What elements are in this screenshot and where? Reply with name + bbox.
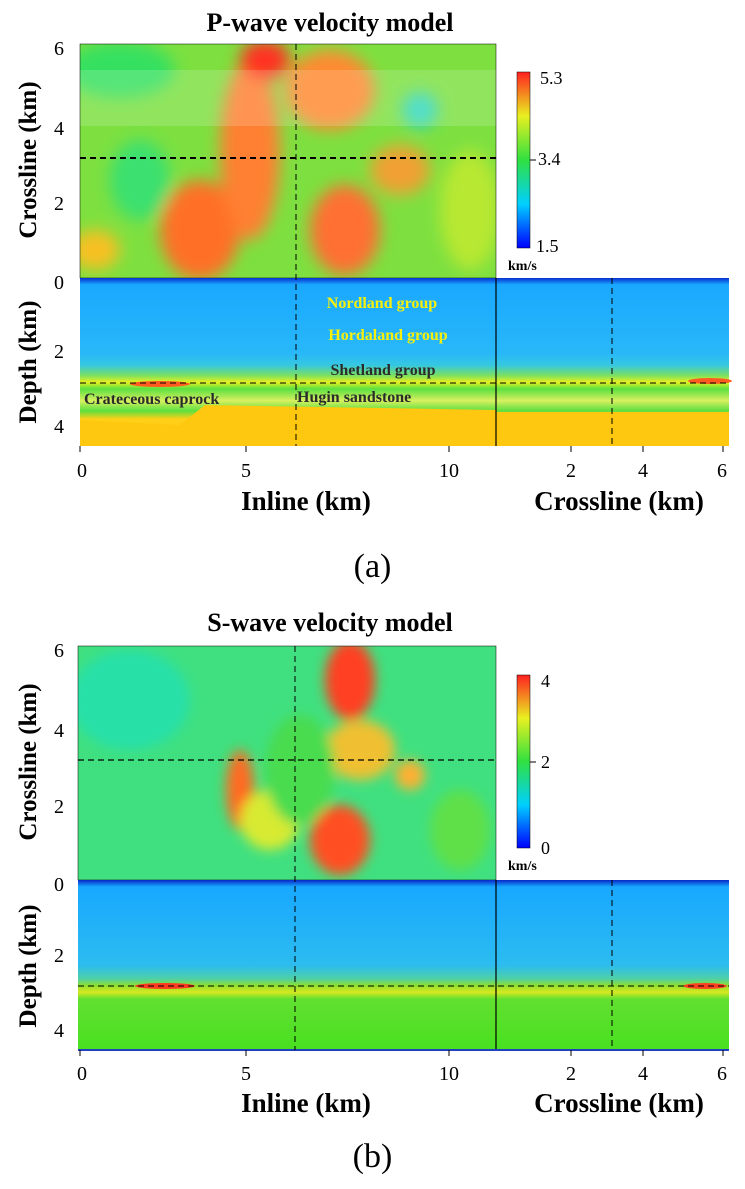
depth-y-tick: 4 xyxy=(54,1020,64,1042)
crossline-x-tick: 6 xyxy=(717,460,727,482)
crossline-x-tick: 2 xyxy=(566,460,576,482)
annotation-shetland: Shetland group xyxy=(330,362,435,379)
map-y-tick: 4 xyxy=(54,720,64,742)
annotation-caprock: Crateceous caprock xyxy=(84,391,219,408)
crossline-x-label: Crossline (km) xyxy=(534,486,704,516)
annotation-hordaland: Hordaland group xyxy=(328,327,447,344)
colorbar-min-label: 1.5 xyxy=(536,236,559,256)
inline-x-tick: 0 xyxy=(77,1063,87,1085)
velocity-model-plot: 4 2 0 km/s 6 4 2 0 2 4 Crossline (km) De… xyxy=(15,640,729,1118)
colorbar-mid-label: 2 xyxy=(541,752,550,772)
colorbar-mid-label: 3.4 xyxy=(538,149,561,169)
crossline-x-tick: 4 xyxy=(638,460,648,482)
depth-y-label: Depth (km) xyxy=(15,905,42,1028)
inline-x-tick: 0 xyxy=(77,460,87,482)
map-view xyxy=(78,646,496,880)
colorbar-min-label: 0 xyxy=(541,838,550,858)
map-y-tick: 0 xyxy=(54,272,64,294)
inline-x-tick: 10 xyxy=(439,460,459,482)
velocity-model-plot: Nordland group Hordaland group Shetland … xyxy=(15,38,732,516)
figure-caption: (b) xyxy=(352,1138,393,1175)
inline-x-tick: 10 xyxy=(439,1063,459,1085)
depth-y-tick: 2 xyxy=(54,341,64,363)
inline-x-label: Inline (km) xyxy=(241,486,371,516)
depth-y-label: Depth (km) xyxy=(15,301,42,424)
map-view xyxy=(80,44,496,278)
inline-section xyxy=(80,278,496,446)
crossline-x-tick: 6 xyxy=(717,1063,727,1085)
annotation-nordland: Nordland group xyxy=(327,295,438,312)
map-y-tick: 6 xyxy=(54,640,64,662)
crossline-x-tick: 4 xyxy=(638,1063,648,1085)
crossline-x-tick: 2 xyxy=(566,1063,576,1085)
inline-section xyxy=(78,880,496,1050)
inline-x-tick: 5 xyxy=(241,460,251,482)
colorbar xyxy=(516,674,531,849)
figure-b: S-wave velocity model xyxy=(0,600,745,1189)
crossline-section xyxy=(496,278,732,446)
colorbar-unit: km/s xyxy=(508,859,537,874)
figure-a: P-wave velocity model xyxy=(15,8,732,585)
map-y-tick: 4 xyxy=(54,118,64,140)
colorbar-max-label: 5.3 xyxy=(540,68,563,88)
inline-x-tick: 5 xyxy=(241,1063,251,1085)
map-y-label: Crossline (km) xyxy=(15,81,42,238)
figure-caption: (a) xyxy=(353,548,392,585)
annotation-hugin: Hugin sandstone xyxy=(297,389,411,406)
depth-y-tick: 2 xyxy=(54,945,64,967)
colorbar-max-label: 4 xyxy=(541,671,550,691)
map-y-label: Crossline (km) xyxy=(15,683,42,840)
figure-title: S-wave velocity model xyxy=(207,608,453,637)
colorbar-unit: km/s xyxy=(508,259,537,274)
figure-title: P-wave velocity model xyxy=(206,8,454,37)
map-y-tick: 2 xyxy=(54,193,64,215)
depth-y-tick: 4 xyxy=(54,416,64,438)
inline-x-label: Inline (km) xyxy=(241,1088,371,1118)
crossline-x-label: Crossline (km) xyxy=(534,1088,704,1118)
map-y-tick: 0 xyxy=(54,874,64,896)
map-y-tick: 2 xyxy=(54,796,64,818)
map-y-tick: 6 xyxy=(54,38,64,60)
colorbar xyxy=(516,71,531,249)
